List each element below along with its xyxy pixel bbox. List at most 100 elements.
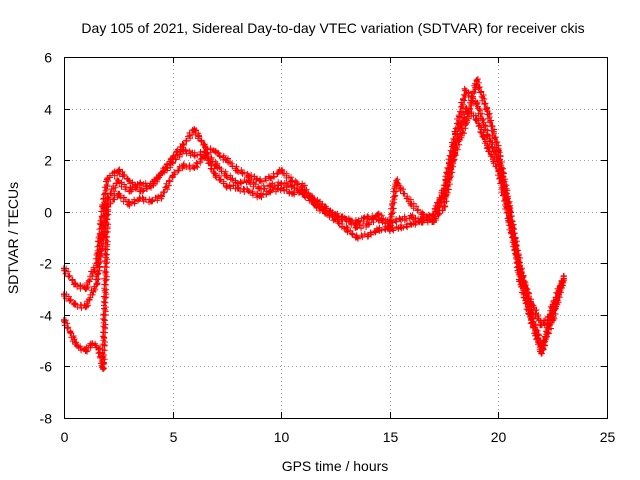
data-point: [213, 162, 219, 169]
data-point: [223, 172, 230, 179]
data-point: [375, 211, 382, 218]
data-point: [223, 182, 230, 189]
data-point: [89, 340, 96, 347]
data-point: [549, 301, 556, 308]
data-point: [71, 301, 78, 308]
data-point: [256, 177, 263, 184]
data-point: [289, 190, 296, 197]
y-tick-label: 4: [44, 102, 52, 118]
data-point: [397, 185, 404, 192]
data-point: [517, 278, 524, 285]
data-point: [289, 177, 296, 184]
data-point: [202, 152, 209, 158]
data-point: [169, 172, 176, 179]
tick-marks: [64, 57, 608, 419]
data-point: [71, 280, 78, 287]
data-point: [430, 219, 437, 225]
data-point: [82, 348, 89, 354]
data-point: [419, 211, 426, 218]
data-point: [560, 275, 567, 282]
data-point: [365, 213, 372, 220]
data-point: [256, 185, 263, 192]
data-point: [82, 286, 89, 293]
data-point: [397, 216, 404, 223]
x-tick-label: 15: [383, 429, 399, 445]
data-point: [245, 172, 252, 179]
data-point: [375, 226, 382, 233]
data-point: [495, 146, 502, 153]
data-point: [473, 77, 480, 84]
data-point: [408, 201, 415, 207]
y-tick-label: -8: [40, 411, 53, 427]
data-point: [191, 164, 198, 171]
y-tick-label: -6: [40, 359, 53, 375]
data-point: [393, 177, 400, 184]
data-point: [169, 154, 176, 161]
data-point: [267, 175, 274, 182]
data-point: [100, 366, 107, 372]
data-point: [234, 185, 241, 192]
tick-labels: 0 5 10 15 20 25 -8 -6 -4 -2 0 2 4 6: [40, 50, 616, 446]
data-point: [137, 188, 143, 195]
data-point: [191, 126, 198, 133]
data-point: [213, 149, 219, 156]
data-point: [278, 167, 285, 174]
data-point: [180, 141, 187, 148]
data-point: [365, 231, 372, 238]
data-point: [278, 180, 285, 187]
data-point: [441, 203, 448, 210]
data-point: [93, 280, 100, 287]
y-tick-label: -4: [40, 308, 53, 324]
data-point: [158, 193, 165, 200]
data-point: [126, 201, 133, 207]
data-point: [137, 195, 143, 202]
data-point: [126, 177, 133, 184]
y-tick-label: 2: [44, 153, 52, 169]
data-point: [528, 317, 534, 323]
data-point: [234, 180, 241, 187]
data-point: [147, 198, 154, 205]
data-point: [256, 193, 263, 200]
data-point: [473, 100, 480, 107]
data-point: [365, 221, 372, 228]
data-points: [61, 76, 568, 372]
data-point: [223, 157, 230, 164]
data-point: [484, 108, 491, 115]
data-point: [137, 180, 143, 187]
data-point: [332, 216, 339, 223]
data-point: [67, 329, 74, 336]
plot-frame: [64, 57, 608, 419]
data-point: [506, 203, 513, 210]
data-point: [321, 208, 328, 215]
data-point: [147, 182, 154, 189]
data-point: [202, 144, 209, 151]
data-point: [462, 121, 469, 127]
data-point: [397, 224, 404, 231]
x-tick-label: 5: [170, 429, 178, 445]
data-point: [386, 224, 393, 231]
data-point: [93, 260, 100, 267]
data-point: [484, 131, 491, 138]
chart-title: Day 105 of 2021, Sidereal Day-to-day VTE…: [81, 20, 584, 36]
x-axis-label: GPS time / hours: [282, 458, 389, 474]
data-point: [180, 162, 187, 169]
data-point: [104, 175, 111, 182]
data-point: [299, 188, 306, 195]
data-point: [234, 167, 241, 174]
data-point: [343, 226, 350, 233]
data-point: [213, 172, 219, 179]
data-point: [126, 188, 133, 195]
x-tick-label: 25: [600, 429, 616, 445]
data-point: [538, 322, 545, 329]
data-point: [299, 182, 306, 189]
data-point: [452, 149, 458, 156]
data-point: [82, 304, 89, 311]
data-point: [538, 350, 545, 357]
x-tick-label: 20: [491, 429, 507, 445]
data-point: [278, 185, 285, 192]
grid-lines: [64, 57, 607, 418]
y-axis-label: SDTVAR / TECUs: [5, 182, 21, 294]
data-point: [158, 170, 165, 176]
data-point: [104, 203, 111, 210]
